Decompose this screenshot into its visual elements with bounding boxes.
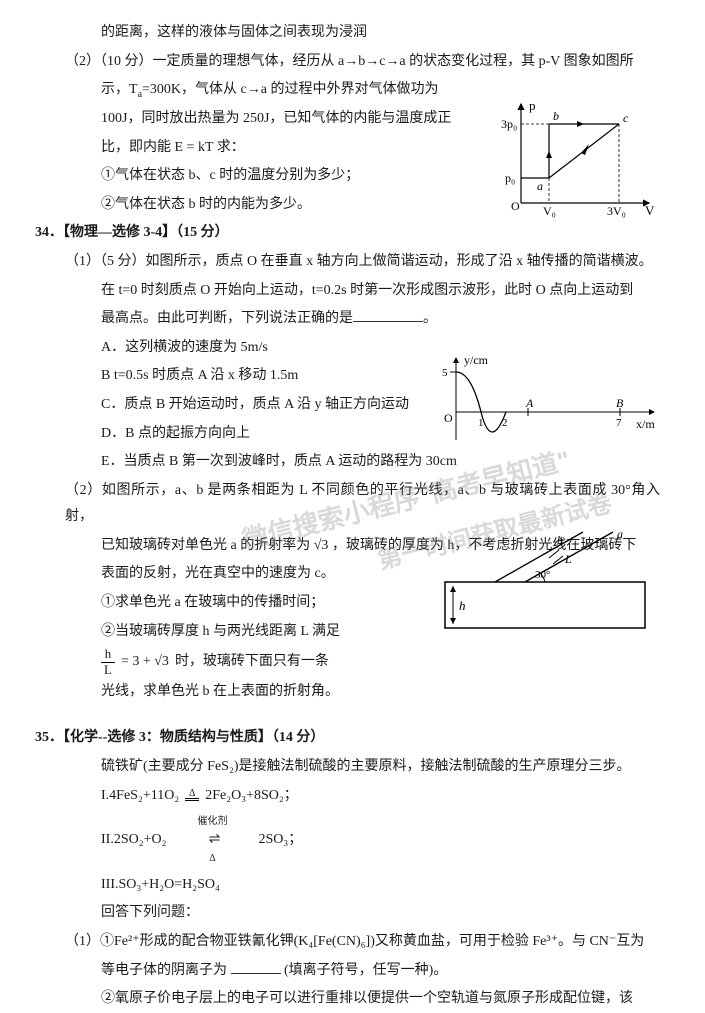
opt-e: E．当质点 B 第一次到波峰时，质点 A 运动的路程为 30cm [65,449,660,476]
q35-1b-row: 等电子体的阴离子为 (填离子符号，任写一种)。 [65,958,660,985]
q35-1c: (填离子符号，任写一种)。 [284,963,447,978]
glass-a: a [617,530,623,541]
eqII-bot: Δ [173,854,253,864]
pv-3p0: 3p₀ [501,117,517,131]
figure-pv: p V O 3p₀ p₀ V₀ 3V₀ a b c [499,98,655,218]
q2-main: （2）（10 分）一定质量的理想气体，经历从 a→b→c→a 的状态变化过程，其… [65,49,660,76]
q35-1b: 等电子体的阴离子为 [101,963,227,978]
pv-o: O [511,199,520,213]
eqI-l: I.4FeS₂+11O₂ [101,783,179,810]
pv-p0: p₀ [505,171,515,185]
blank-1 [353,308,423,322]
q34-1: （1）（5 分）如图所示，质点 O 在垂直 x 轴方向上做简谐运动，形成了沿 x… [65,249,660,276]
wave-o: O [444,411,453,425]
q35-ans: 回答下列问题： [65,900,660,927]
eqII-arrow: 催化剂 ⇌ Δ [173,817,253,864]
wave-2: 2 [502,417,508,429]
q34-title: 34．【物理—选修 3-4】（15 分） [35,220,660,247]
pv-b: b [553,109,559,123]
q2-l2b: =300K，气体从 c→a 的过程中外界对气体做功为 [142,82,438,97]
eqII-top: 催化剂 [173,817,253,827]
q34-1b: 在 t=0 时刻质点 O 开始向上运动，t=0.2s 时第一次形成图示波形，此时… [65,278,660,305]
pv-3v0: 3V₀ [607,204,626,218]
eqII-r: 2SO₃； [259,827,303,854]
frac-row: h L = 3 + √3 时，玻璃砖下面只有一条 [65,647,660,677]
q35-title: 35．【化学--选修 3：物质结构与性质】（14 分） [35,725,660,752]
q35-1a: （1）①Fe²⁺形成的配合物亚铁氰化钾(K₄[Fe(CN)₆])又称黄血盐，可用… [65,929,660,956]
pv-v: V [645,203,655,218]
eqII-l: II.2SO₂+O₂ [101,827,167,854]
q35-intro: 硫铁矿(主要成分 FeS₂)是接触法制硫酸的主要原料，接触法制硫酸的生产原理分三… [65,754,660,781]
line-intro: 的距离，这样的液体与固体之间表现为浸润 [65,20,660,47]
frac-eq: = 3 + √3 [121,649,169,676]
q34-2a: （2）如图所示，a、b 是两条相距为 L 不同颜色的平行光线，a、b 与玻璃砖上… [65,478,660,531]
glass-L: L [564,552,572,566]
frac-n: h [101,647,115,662]
wave-7: 7 [616,417,622,429]
eq-i: I.4FeS₂+11O₂ Δ 2Fe₂O₃+8SO₂； [65,783,660,810]
frac: h L [101,647,115,677]
q34-2g: 光线，求单色光 b 在上表面的折射角。 [65,679,660,706]
eqI-r: 2Fe₂O₃+8SO₂； [205,783,298,810]
pv-a: a [537,179,543,193]
figure-wave: y/cm x/m O 5 1 2 A B 7 [436,352,661,450]
figure-glass: a b L h 30° [435,530,655,640]
glass-angle: 30° [535,569,550,581]
wave-5: 5 [442,367,448,379]
q35-1d: ②氧原子价电子层上的电子可以进行重排以便提供一个空轨道与氮原子形成配位键，该 [65,986,660,1013]
q34-1c: 最高点。由此可判断，下列说法正确的是。 [65,306,660,333]
pv-v0: V₀ [543,204,556,218]
blank-2 [231,960,281,974]
eq-iii: III.SO₃+H₂O=H₂SO₄ [65,872,660,899]
eq-ii: II.2SO₂+O₂ 催化剂 ⇌ Δ 2SO₃； [65,817,660,864]
wave-y: y/cm [464,353,489,367]
pv-c: c [623,111,629,125]
q34-1c-text: 最高点。由此可判断，下列说法正确的是 [101,311,353,326]
q2-l2a: 示，T [101,82,138,97]
wave-x: x/m [636,417,655,431]
pv-p: p [529,98,536,113]
q34-2f: 时，玻璃砖下面只有一条 [175,649,329,676]
wave-A: A [525,396,534,410]
glass-b: b [557,533,563,547]
eqI-cond: Δ [189,790,195,798]
frac-d: L [101,663,115,677]
glass-h: h [459,598,466,613]
wave-1: 1 [478,417,484,429]
wave-B: B [616,396,624,410]
